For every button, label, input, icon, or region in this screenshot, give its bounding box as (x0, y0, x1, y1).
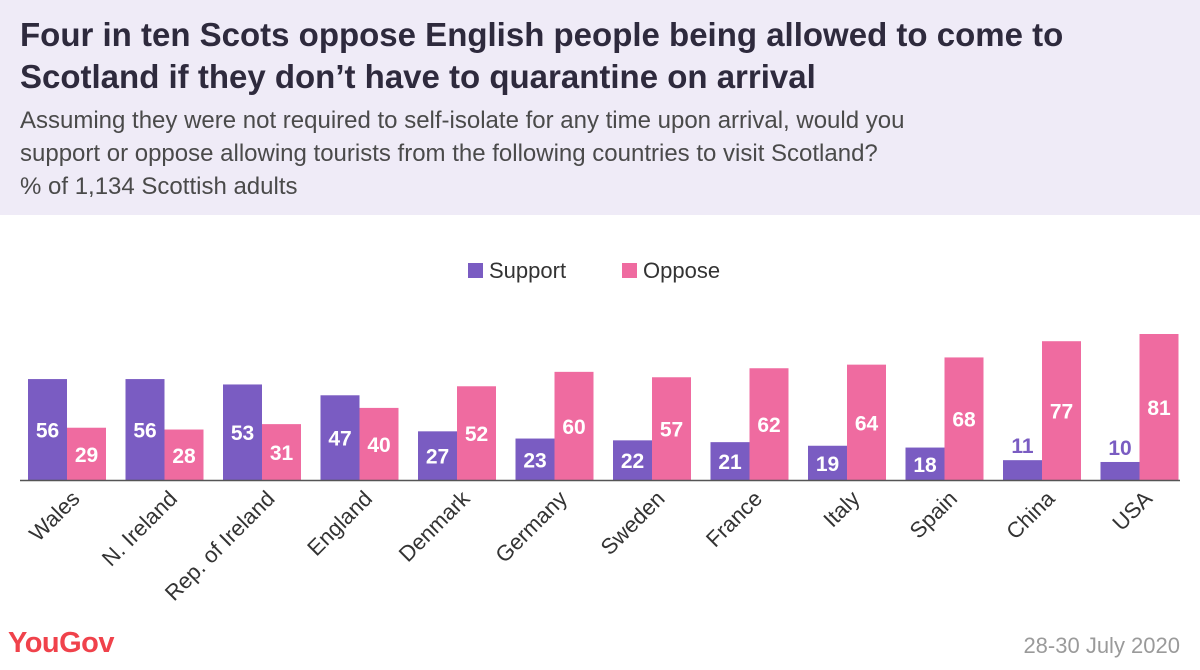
data-label-support: 53 (231, 422, 254, 445)
data-label-oppose: 62 (757, 414, 780, 437)
category-label: Denmark (394, 485, 475, 566)
bar-support (515, 438, 555, 480)
data-label-support: 11 (1011, 435, 1034, 458)
data-label-oppose: 68 (952, 409, 976, 432)
chart-subtitle: Assuming they were not required to self-… (20, 104, 1180, 203)
title-line-2: Scotland if they don’t have to quarantin… (20, 58, 816, 95)
bar-oppose (652, 377, 691, 480)
category-label: Germany (490, 486, 572, 568)
data-label-support: 23 (523, 449, 546, 472)
bar-support (905, 447, 945, 480)
bar-support (613, 440, 652, 480)
bar-oppose (554, 371, 594, 480)
bar-oppose (1139, 334, 1179, 480)
data-label-oppose: 81 (1147, 397, 1171, 420)
bar-support (1003, 460, 1042, 480)
category-label: France (701, 486, 767, 552)
bar-oppose (164, 429, 204, 480)
bar-support (28, 379, 67, 480)
data-label-support: 19 (816, 453, 839, 476)
bar-support (418, 431, 457, 480)
data-label-support: 56 (133, 420, 156, 443)
category-label: England (302, 486, 377, 561)
data-label-oppose: 57 (660, 419, 683, 442)
legend-label-oppose: Oppose (643, 258, 720, 283)
data-label-support: 21 (718, 451, 742, 474)
chart-title: Four in ten Scots oppose English people … (20, 14, 1180, 98)
bar-support (1100, 461, 1140, 480)
data-label-oppose: 40 (367, 434, 390, 457)
data-label-oppose: 28 (172, 445, 196, 468)
category-label: USA (1107, 486, 1157, 536)
data-label-oppose: 64 (855, 412, 879, 435)
category-label: Sweden (596, 486, 670, 560)
bar-support (125, 379, 165, 480)
data-label-oppose: 52 (465, 423, 488, 446)
data-label-support: 27 (426, 446, 449, 469)
category-label: Wales (24, 486, 84, 546)
data-label-oppose: 29 (75, 444, 98, 467)
bar-support (710, 442, 750, 480)
data-label-support: 18 (913, 454, 937, 477)
bar-oppose (67, 427, 106, 480)
header-band: Four in ten Scots oppose English people … (0, 0, 1200, 215)
data-label-support: 47 (328, 428, 351, 451)
bar-oppose (359, 407, 399, 480)
date-label: 28-30 July 2020 (1023, 633, 1180, 658)
data-label-support: 10 (1108, 437, 1131, 460)
bar-oppose (1042, 341, 1081, 480)
subtitle-line-2: support or oppose allowing tourists from… (20, 140, 878, 167)
legend-swatch-support (468, 263, 483, 278)
title-line-1: Four in ten Scots oppose English people … (20, 16, 1064, 53)
bar-support (808, 445, 847, 480)
category-label: Spain (905, 486, 962, 543)
legend-label-support: Support (489, 258, 566, 283)
yougov-logo: YouGov (8, 627, 115, 659)
subtitle-line-1: Assuming they were not required to self-… (20, 107, 905, 134)
bar-oppose (262, 424, 301, 480)
category-label: China (1001, 485, 1060, 544)
bar-oppose (749, 368, 789, 480)
category-label: Italy (818, 486, 864, 532)
data-label-oppose: 77 (1050, 401, 1073, 424)
bar-oppose (457, 386, 496, 480)
bar-support (320, 395, 360, 480)
data-label-oppose: 31 (270, 442, 294, 465)
bar-support (223, 384, 262, 480)
data-label-support: 22 (621, 450, 644, 473)
subtitle-line-3: % of 1,134 Scottish adults (20, 173, 298, 200)
bar-oppose (847, 364, 886, 480)
bar-oppose (944, 357, 984, 480)
category-label: N. Ireland (97, 486, 182, 571)
data-label-support: 56 (36, 420, 59, 443)
legend-swatch-oppose (622, 263, 637, 278)
data-label-oppose: 60 (562, 416, 585, 439)
bar-chart: Support Oppose 56 29 Wales 56 28 N. Ireland 53 31… (20, 258, 1180, 606)
